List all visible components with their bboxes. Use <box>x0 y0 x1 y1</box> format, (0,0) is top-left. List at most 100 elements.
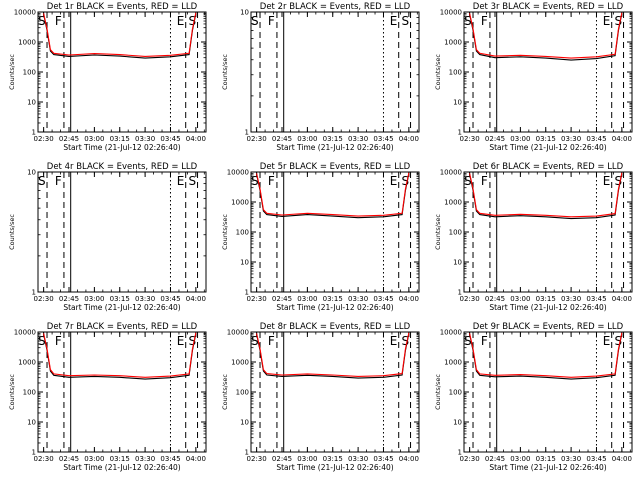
x-tick-label: 03:15 <box>536 135 556 143</box>
series-lld-line <box>256 332 410 377</box>
chart-panel-9: Det 9r BLACK = Events, RED = LLD 1 10 100 10… <box>434 322 633 472</box>
x-tick-label: 03:30 <box>348 295 368 303</box>
y-tick-label: 10 <box>27 169 36 177</box>
plot-frame <box>250 331 420 453</box>
y-tick-label: 1 <box>32 449 36 457</box>
chart-title: Det 8r BLACK = Events, RED = LLD <box>260 322 411 332</box>
y-axis-label: Counts/sec <box>8 374 16 410</box>
x-tick-label: 03:30 <box>135 135 155 143</box>
x-axis-label: Start Time (21-Jul-12 02:26:40) <box>489 303 606 312</box>
event-marker-label: E <box>177 334 185 348</box>
x-tick-label: 03:30 <box>561 455 581 463</box>
x-tick-label: 03:15 <box>323 295 343 303</box>
y-axis-label: Counts/sec <box>8 214 16 250</box>
x-tick-label: 04:00 <box>186 295 206 303</box>
y-tick-label: 100 <box>449 69 462 77</box>
chart-panel-4: Det 4r BLACK = Events, RED = LLD 1 10 02:30… <box>8 162 207 312</box>
y-tick-label: 1 <box>32 129 36 137</box>
chart-title: Det 4r BLACK = Events, RED = LLD <box>47 162 198 172</box>
y-tick-label: 100 <box>23 389 36 397</box>
x-tick-label: 02:45 <box>272 455 292 463</box>
series-events-line <box>469 333 623 380</box>
x-tick-label: 02:45 <box>485 295 505 303</box>
x-tick-label: 03:00 <box>297 295 317 303</box>
chart-panel-7: Det 7r BLACK = Events, RED = LLD 1 10 100 10… <box>8 322 207 472</box>
y-tick-label: 10000 <box>440 169 462 177</box>
x-tick-label: 03:45 <box>373 135 393 143</box>
y-tick-label: 10 <box>453 99 462 107</box>
x-tick-label: 03:15 <box>323 455 343 463</box>
series-lld-line <box>469 172 623 218</box>
plot-frame <box>250 171 420 293</box>
event-marker-label: F <box>55 174 62 188</box>
y-axis-label: Counts/sec <box>434 54 442 90</box>
y-tick-label: 1 <box>32 289 36 297</box>
x-axis-label: Start Time (21-Jul-12 02:26:40) <box>276 303 393 312</box>
event-marker-label: S <box>402 174 410 188</box>
y-tick-label: 10000 <box>227 329 249 337</box>
event-marker-label: S <box>402 334 410 348</box>
chart-title: Det 7r BLACK = Events, RED = LLD <box>47 322 198 332</box>
y-tick-label: 1000 <box>18 39 36 47</box>
x-tick-label: 03:45 <box>160 295 180 303</box>
event-marker-label: F <box>268 14 275 28</box>
x-tick-label: 03:30 <box>348 135 368 143</box>
event-marker-label: S <box>464 334 472 348</box>
x-tick-label: 04:00 <box>399 135 419 143</box>
x-axis-label: Start Time (21-Jul-12 02:26:40) <box>276 143 393 152</box>
event-marker-label: F <box>481 14 488 28</box>
y-tick-label: 10 <box>240 419 249 427</box>
x-tick-label: 02:30 <box>247 295 267 303</box>
y-axis-label: Counts/sec <box>434 214 442 250</box>
event-marker-label: S <box>464 174 472 188</box>
x-tick-label: 04:00 <box>186 455 206 463</box>
x-tick-label: 03:00 <box>84 135 104 143</box>
x-tick-label: 03:00 <box>510 295 530 303</box>
series-lld-line <box>256 172 410 217</box>
x-tick-label: 04:00 <box>612 295 632 303</box>
y-tick-label: 100 <box>449 229 462 237</box>
event-marker-label: E <box>390 334 398 348</box>
x-tick-label: 03:00 <box>510 135 530 143</box>
y-tick-label: 1000 <box>444 359 462 367</box>
x-tick-label: 03:15 <box>536 455 556 463</box>
chart-panel-3: Det 3r BLACK = Events, RED = LLD 1 10 100 10… <box>434 2 633 152</box>
series-events-line <box>256 173 410 219</box>
x-tick-label: 02:30 <box>34 135 54 143</box>
event-marker-label: S <box>402 14 410 28</box>
x-tick-label: 03:45 <box>586 135 606 143</box>
x-tick-label: 03:00 <box>84 455 104 463</box>
event-marker-label: E <box>390 174 398 188</box>
y-axis-label: Counts/sec <box>221 54 229 90</box>
event-marker-label: S <box>189 334 197 348</box>
event-marker-label: E <box>603 14 611 28</box>
x-tick-label: 03:45 <box>586 295 606 303</box>
y-tick-label: 10 <box>240 9 249 17</box>
x-tick-label: 04:00 <box>186 135 206 143</box>
x-tick-label: 03:30 <box>135 295 155 303</box>
y-tick-label: 10000 <box>440 9 462 17</box>
x-tick-label: 03:45 <box>373 455 393 463</box>
x-tick-label: 04:00 <box>612 135 632 143</box>
event-marker-label: E <box>603 174 611 188</box>
event-marker-label: E <box>177 14 185 28</box>
event-marker-label: F <box>481 334 488 348</box>
x-tick-label: 02:30 <box>34 295 54 303</box>
x-tick-label: 02:30 <box>34 455 54 463</box>
x-tick-label: 02:45 <box>59 295 79 303</box>
x-tick-label: 03:45 <box>160 455 180 463</box>
x-tick-label: 03:45 <box>586 455 606 463</box>
y-tick-label: 10000 <box>440 329 462 337</box>
y-tick-label: 1000 <box>444 39 462 47</box>
plot-frame <box>250 11 420 133</box>
x-tick-label: 03:45 <box>160 135 180 143</box>
series-events-line <box>469 13 623 61</box>
y-tick-label: 100 <box>23 69 36 77</box>
chart-title: Det 1r BLACK = Events, RED = LLD <box>47 2 198 12</box>
y-tick-label: 10 <box>27 419 36 427</box>
event-marker-label: S <box>251 174 259 188</box>
x-tick-label: 02:30 <box>460 135 480 143</box>
y-tick-label: 10000 <box>227 169 249 177</box>
